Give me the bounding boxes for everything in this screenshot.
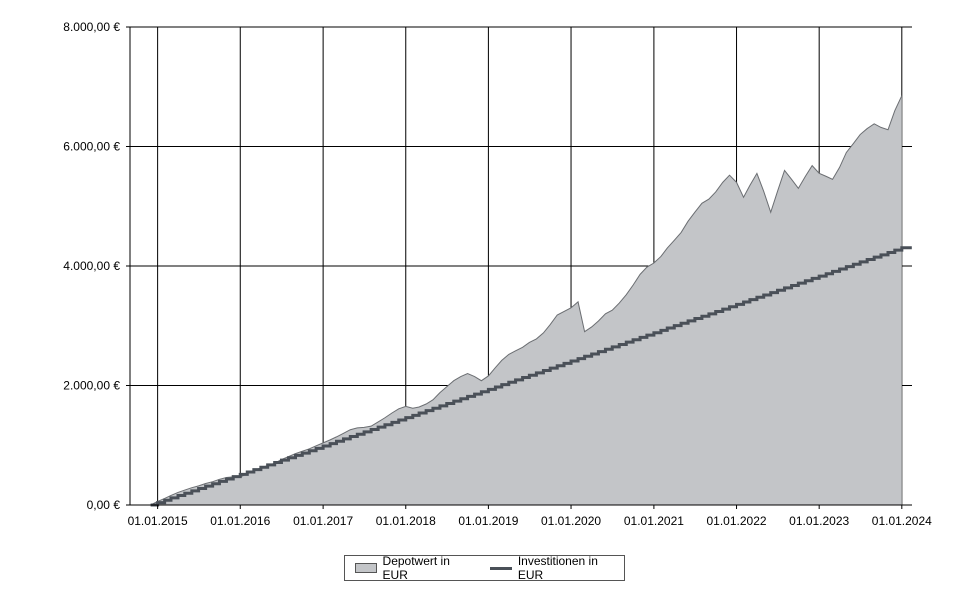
x-axis-ticks: 01.01.2015 01.01.2016 01.01.2017 01.01.2018…	[128, 514, 933, 528]
investitionen-step-line	[150, 246, 912, 507]
x-tick-label: 01.01.2021	[624, 514, 684, 528]
y-tick-label: 8.000,00 €	[63, 20, 120, 34]
legend-item-depotwert: Depotwert in EUR	[345, 554, 476, 582]
x-tick-label: 01.01.2015	[128, 514, 188, 528]
depotwert-area-fill	[150, 95, 902, 506]
x-tick-label: 01.01.2022	[707, 514, 767, 528]
legend-area-swatch-icon	[355, 563, 377, 573]
x-tick-label: 01.01.2024	[872, 514, 932, 528]
x-tick-label: 01.01.2023	[789, 514, 849, 528]
y-tick-label: 6.000,00 €	[63, 140, 120, 154]
axes	[126, 26, 912, 509]
x-tick-label: 01.01.2020	[541, 514, 601, 528]
depotwert-area	[150, 95, 903, 506]
legend-label-depotwert: Depotwert in EUR	[382, 554, 450, 582]
x-tick-label: 01.01.2019	[458, 514, 518, 528]
legend-line-swatch-icon	[490, 566, 512, 570]
y-tick-label: 4.000,00 €	[63, 259, 120, 273]
y-tick-label: 2.000,00 €	[63, 379, 120, 393]
x-tick-label: 01.01.2016	[210, 514, 270, 528]
x-tick-label: 01.01.2017	[293, 514, 353, 528]
legend: Depotwert in EUR Investitionen in EUR	[344, 554, 625, 582]
legend-label-investitionen: Investitionen in EUR	[517, 554, 598, 582]
x-tick-label: 01.01.2018	[376, 514, 436, 528]
legend-item-investitionen: Investitionen in EUR	[476, 554, 624, 582]
y-axis-ticks: 0,00 € 2.000,00 € 4.000,00 € 6.000,00 € 8.00…	[63, 20, 120, 512]
investitionen-line	[150, 246, 912, 507]
y-tick-label: 0,00 €	[87, 498, 121, 512]
